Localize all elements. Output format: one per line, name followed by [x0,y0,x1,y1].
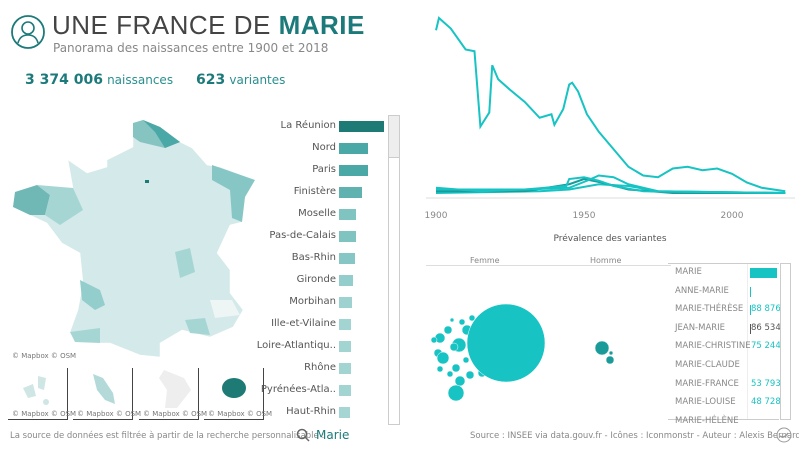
dept-label: Haut-Rhin [286,406,336,417]
variant-bubble[interactable] [594,340,610,356]
dept-bar[interactable] [339,297,353,308]
search-value[interactable]: Marie [316,428,350,442]
dept-bar[interactable] [339,363,352,374]
region-gironde [80,280,105,310]
user-icon [11,15,45,49]
variant-bubble[interactable] [454,375,466,387]
variant-bubble[interactable] [449,342,459,352]
variant-name[interactable]: MARIE-THÉRÈSE [675,304,744,315]
dept-bar[interactable] [339,407,351,418]
variant-value: 53 793 [751,378,781,389]
variant-name[interactable]: MARIE [675,267,702,277]
births-kpi: 3 374 006 naissances [25,72,174,88]
dept-label: Paris [312,164,336,175]
dept-label: Rhône [304,362,336,373]
region-paris [145,180,149,183]
dept-label: Finistère [293,186,336,197]
variant-bubble[interactable] [446,370,454,378]
dept-label: Nord [312,142,336,153]
variant-name[interactable]: MARIE-CLAUDE [675,360,740,370]
scrollbar-thumb[interactable] [389,116,399,158]
series-line[interactable] [435,16,786,193]
variant-name[interactable]: MARIE-LOUISE [675,397,736,408]
variant-bubble[interactable] [466,303,546,383]
dept-label: Morbihan [289,296,336,307]
variant-bubble-chart[interactable] [420,260,665,420]
dept-label: Pyrénées-Atla.. [260,384,336,395]
col-homme: Homme [590,256,622,265]
variant-bubble[interactable] [451,363,461,373]
dept-scrollbar[interactable] [388,115,400,425]
dept-bar[interactable] [339,209,357,220]
variants-kpi: 623 variantes [196,72,286,88]
variant-bubble[interactable] [468,314,476,322]
variant-scrollbar[interactable] [780,263,791,420]
variant-name[interactable]: MARIE-HÉLÈNE [675,415,739,426]
variant-bubble[interactable] [436,365,444,373]
dept-label: Pas-de-Calais [269,230,336,241]
x-tick-label: 1950 [573,211,596,221]
variant-value: 48 728 [751,397,781,408]
dept-bar[interactable] [339,385,352,396]
variant-name[interactable]: MARIE-CHRISTINE [675,341,751,352]
variant-value: 86 534 [751,322,781,333]
variant-bubble[interactable] [436,351,450,365]
search-icon[interactable] [296,428,310,442]
subtitle: Panorama des naissances entre 1900 et 20… [53,41,329,55]
dept-bar[interactable] [339,165,368,176]
variant-bar [750,323,751,334]
variant-name[interactable]: ANNE-MARIE [675,285,729,296]
dept-label: Moselle [298,208,336,219]
variant-bubble[interactable] [443,325,453,335]
dept-label: La Réunion [280,120,336,131]
map-attribution: © Mapbox © OSM [12,352,77,360]
dept-bar[interactable] [339,319,352,330]
dept-label: Bas-Rhin [291,252,336,263]
dept-bar[interactable] [339,275,353,286]
col-femme: Femme [470,256,500,265]
inset-la-reunion[interactable]: © Mapbox © OSM [204,368,272,420]
credits: Source : INSEE via data.gouv.fr - Icônes… [470,431,799,441]
variant-bubble[interactable] [449,317,455,323]
variant-bar [750,305,751,316]
region-finistere [13,185,50,215]
dept-bar[interactable] [339,143,368,154]
dept-label: Ille-et-Vilaine [271,318,336,329]
prevalence-title: Prévalence des variantes [553,234,667,244]
inset-guadeloupe[interactable]: © Mapbox © OSM [8,368,76,420]
series-line[interactable] [435,176,786,194]
variant-bar [750,268,777,278]
births-line-chart[interactable]: 1900 1950 2000 [420,0,799,230]
x-tick-label: 2000 [721,211,744,221]
variant-bar [750,286,751,297]
inset-guyane[interactable]: © Mapbox © OSM [139,368,207,420]
variant-bubble[interactable] [430,336,438,344]
dept-bar[interactable] [339,187,362,198]
variant-bubble[interactable] [462,356,470,364]
variant-value: 88 876 [751,304,781,315]
variant-bubble[interactable] [458,318,466,326]
twitter-icon[interactable] [776,427,792,443]
variant-name[interactable]: MARIE-FRANCE [675,378,739,389]
dept-label: Loire-Atlantiqu.. [256,340,336,351]
dept-label: Gironde [296,274,336,285]
x-tick-label: 1900 [425,211,448,221]
variant-table [668,263,779,420]
variant-bubble[interactable] [447,384,465,402]
dept-bar[interactable] [339,121,384,132]
page-title: UNE FRANCE DE MARIE [52,10,365,40]
variant-value: 75 244 [751,341,781,352]
dept-bar[interactable] [339,231,356,242]
region-alsace [212,165,255,222]
dept-bar[interactable] [339,341,352,352]
filter-note: La source de données est filtrée à parti… [10,431,325,441]
variant-name[interactable]: JEAN-MARIE [675,322,726,333]
dept-bar[interactable] [339,253,355,264]
variant-bubble[interactable] [465,370,475,380]
variant-bubble[interactable] [608,350,614,356]
france-map[interactable] [0,0,275,425]
variant-bubble[interactable] [605,355,615,365]
inset-martinique[interactable]: © Mapbox © OSM [73,368,141,420]
